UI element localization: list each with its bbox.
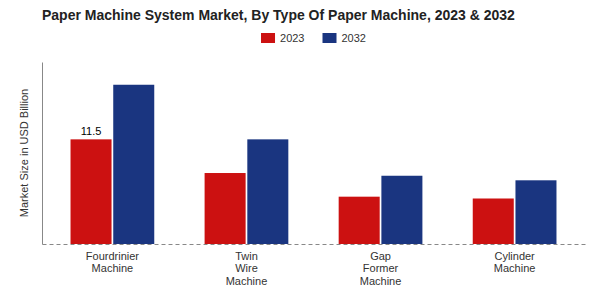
y-axis: [42, 63, 43, 245]
y-axis-title: Market Size in USD Billion: [18, 89, 30, 217]
legend-swatch: [323, 33, 337, 43]
bar: [247, 139, 288, 244]
x-tick-label-line: Machine: [226, 275, 268, 287]
x-tick: GapFormerMachine: [360, 250, 402, 287]
x-axis: FourdrinierMachineTwinWireMachineGapForm…: [43, 245, 586, 288]
bar: [381, 176, 422, 244]
legend-label: 2023: [280, 32, 304, 44]
bar: [339, 197, 380, 244]
x-tick-label-line: Former: [363, 262, 399, 274]
bar: [515, 180, 556, 244]
legend-swatch: [261, 33, 275, 43]
legend-item: 2032: [323, 32, 366, 44]
x-tick: FourdrinierMachine: [86, 250, 140, 275]
legend: 2023 2032: [261, 32, 366, 44]
x-tick-label-line: Machine: [92, 262, 134, 274]
bar: [113, 85, 154, 244]
x-tick-label-line: Machine: [494, 262, 536, 274]
x-tick-label-line: Fourdrinier: [86, 250, 140, 262]
x-tick-label-line: Twin: [235, 250, 258, 262]
x-tick-label-line: Wire: [235, 262, 258, 274]
legend-label: 2032: [342, 32, 366, 44]
annotation: 11.5: [81, 125, 102, 137]
x-tick-label-line: Gap: [370, 250, 391, 262]
title: Paper Machine System Market, By Type Of …: [42, 7, 515, 23]
legend-item: 2023: [261, 32, 304, 44]
x-axis-line: [43, 244, 586, 245]
y-axis-line: [42, 63, 43, 245]
bar: [71, 139, 112, 244]
bar: [205, 173, 246, 244]
x-tick-label: FourdrinierMachine: [86, 250, 140, 275]
x-tick: TwinWireMachine: [226, 250, 268, 287]
bars: [71, 85, 557, 244]
x-tick-label: GapFormerMachine: [360, 250, 402, 287]
chart: Market Size in USD BillionFourdrinierMac…: [0, 0, 600, 300]
plot-area: Market Size in USD BillionFourdrinierMac…: [18, 63, 586, 288]
x-tick-label-line: Cylinder: [494, 250, 535, 262]
x-tick-label-line: Machine: [360, 275, 402, 287]
x-tick-label: TwinWireMachine: [226, 250, 268, 287]
x-tick-label: CylinderMachine: [494, 250, 536, 275]
x-tick: CylinderMachine: [494, 250, 536, 275]
bar: [473, 199, 514, 245]
